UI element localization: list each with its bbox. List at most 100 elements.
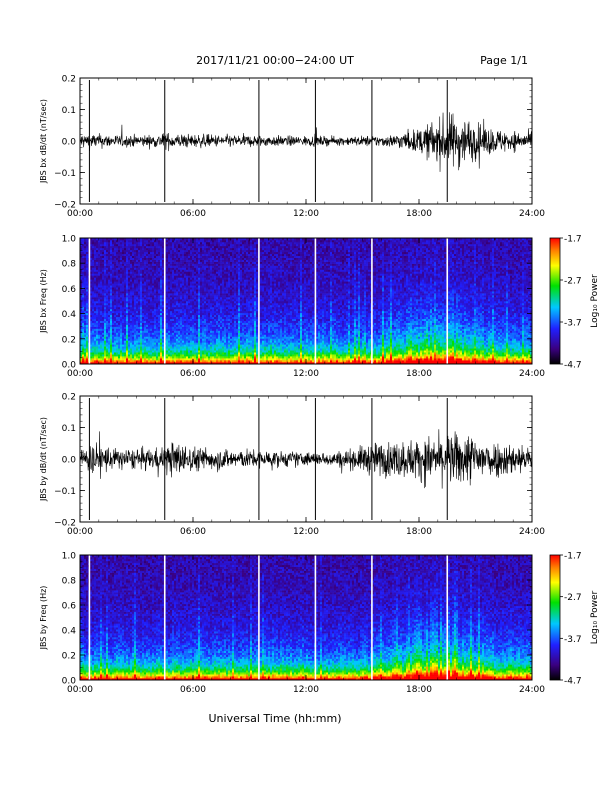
- spectrogram-cell: [86, 262, 88, 264]
- spectrogram-cell: [112, 346, 114, 348]
- spectrogram-cell: [120, 352, 122, 354]
- spectrogram-cell: [118, 313, 120, 315]
- spectrogram-cell: [122, 329, 124, 331]
- spectrogram-cell: [102, 327, 104, 329]
- spectrogram-cell: [82, 246, 84, 248]
- spectrogram-cell: [100, 285, 102, 287]
- spectrogram-cell: [116, 273, 118, 275]
- spectrogram-cell: [110, 344, 112, 346]
- spectrogram-cell: [108, 250, 110, 252]
- spectrogram-cell: [86, 293, 88, 295]
- spectrogram-cell: [100, 250, 102, 252]
- spectrogram-cell: [82, 281, 84, 283]
- spectrogram-cell: [84, 323, 86, 325]
- panel-1: 0.20.10.0−0.1−0.200:00 06:00 12:00 18:00 24:…: [39, 75, 545, 220]
- spectrogram-cell: [84, 279, 86, 281]
- spectrogram-cell: [112, 242, 114, 244]
- spectrogram-cell: [106, 266, 108, 268]
- spectrogram-cell: [90, 281, 92, 283]
- spectrogram-cell: [116, 325, 118, 327]
- spectrogram-cell: [120, 275, 122, 277]
- spectrogram-cell: [122, 260, 124, 262]
- spectrogram-cell: [108, 334, 110, 336]
- spectrogram-cell: [96, 333, 98, 335]
- spectrogram-cell: [90, 313, 92, 315]
- spectrogram-cell: [122, 271, 124, 273]
- spectrogram-cell: [84, 315, 86, 317]
- spectrogram-cell: [116, 311, 118, 313]
- spectrogram-cell: [118, 264, 120, 266]
- spectrogram-cell: [92, 333, 94, 335]
- spectrogram-cell: [106, 299, 108, 301]
- spectrogram-cell: [102, 260, 104, 262]
- spectrogram-cell: [104, 262, 106, 264]
- spectrogram-cell: [92, 354, 94, 356]
- spectrogram-cell: [94, 289, 96, 291]
- spectrogram-cell: [86, 319, 88, 321]
- spectrogram-cell: [92, 299, 94, 301]
- spectrogram-cell: [100, 254, 102, 256]
- spectrogram-cell: [106, 340, 108, 342]
- spectrogram-cell: [116, 338, 118, 340]
- spectrogram-cell: [96, 303, 98, 305]
- spectrogram-cell: [94, 268, 96, 270]
- spectrogram-cell: [110, 309, 112, 311]
- spectrogram-cell: [100, 268, 102, 270]
- spectrogram-cell: [94, 277, 96, 279]
- spectrogram-cell: [84, 258, 86, 260]
- spectrogram-cell: [112, 331, 114, 333]
- spectrogram-cell: [122, 299, 124, 301]
- spectrogram-cell: [116, 268, 118, 270]
- spectrogram-cell: [100, 334, 102, 336]
- spectrogram-cell: [110, 307, 112, 309]
- spectrogram-cell: [106, 240, 108, 242]
- spectrogram-cell: [86, 268, 88, 270]
- spectrogram-cell: [98, 246, 100, 248]
- spectrogram-cell: [114, 262, 116, 264]
- spectrogram-cell: [96, 264, 98, 266]
- spectrogram-cell: [110, 311, 112, 313]
- spectrogram-cell: [104, 285, 106, 287]
- spectrogram-cell: [96, 240, 98, 242]
- spectrogram-cell: [96, 319, 98, 321]
- spectrogram-cell: [118, 285, 120, 287]
- spectrogram-cell: [120, 350, 122, 352]
- spectrogram-cell: [94, 317, 96, 319]
- spectrogram-cell: [90, 338, 92, 340]
- spectrogram-cell: [102, 336, 104, 338]
- spectrogram-cell: [112, 352, 114, 354]
- spectrogram-cell: [86, 277, 88, 279]
- spectrogram-cell: [98, 317, 100, 319]
- spectrogram-cell: [98, 303, 100, 305]
- spectrogram-cell: [92, 287, 94, 289]
- spectrogram-cell: [104, 299, 106, 301]
- spectrogram-cell: [104, 358, 106, 360]
- spectrogram-cell: [102, 287, 104, 289]
- spectrogram-cell: [98, 356, 100, 358]
- spectrogram-cell: [120, 338, 122, 340]
- spectrogram-cell: [110, 254, 112, 256]
- spectrogram-cell: [108, 270, 110, 272]
- spectrogram-cell: [122, 333, 124, 335]
- spectrogram-cell: [116, 319, 118, 321]
- spectrogram-cell: [116, 301, 118, 303]
- spectrogram-cell: [116, 336, 118, 338]
- spectrogram-cell: [112, 295, 114, 297]
- spectrogram-cell: [96, 317, 98, 319]
- spectrogram-cell: [118, 271, 120, 273]
- spectrogram-cell: [100, 270, 102, 272]
- spectrogram-cell: [110, 338, 112, 340]
- spectrogram-cell: [108, 262, 110, 264]
- spectrogram-cell: [108, 273, 110, 275]
- spectrogram-cell: [86, 252, 88, 254]
- spectrogram-cell: [110, 295, 112, 297]
- spectrogram-cell: [102, 285, 104, 287]
- spectrogram-cell: [110, 358, 112, 360]
- spectrogram-cell: [98, 348, 100, 350]
- spectrogram-cell: [92, 356, 94, 358]
- spectrogram-cell: [90, 350, 92, 352]
- spectrogram-cell: [120, 291, 122, 293]
- spectrogram-cell: [120, 279, 122, 281]
- spectrogram-cell: [92, 240, 94, 242]
- spectrogram-cell: [122, 334, 124, 336]
